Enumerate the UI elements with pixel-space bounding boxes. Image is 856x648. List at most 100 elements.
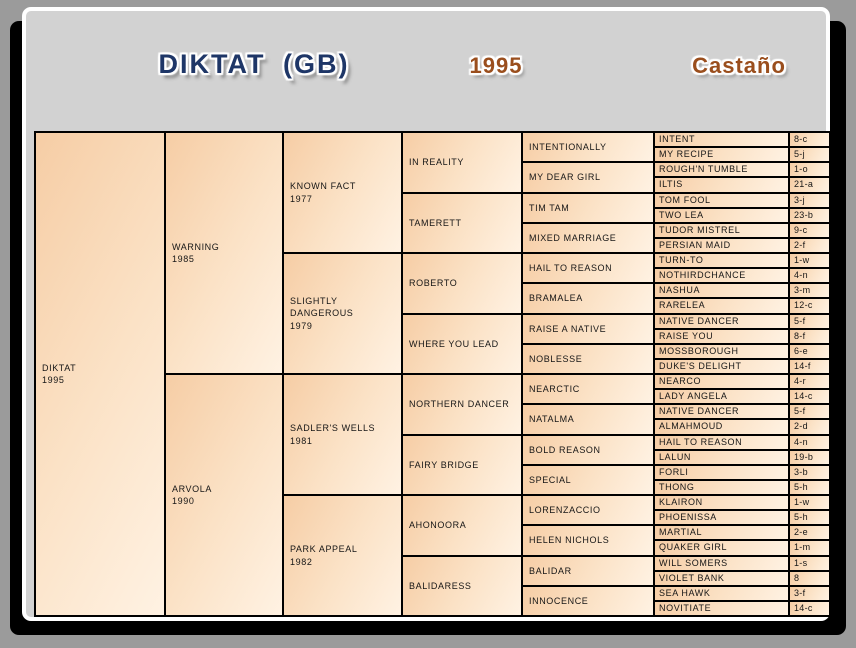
pedigree-cell: WHERE YOU LEAD: [403, 314, 521, 373]
family-number-cell: 5-j: [790, 148, 829, 162]
family-number-cell: 14-f: [790, 359, 829, 373]
ancestor-name-cell: PHOENISSA: [655, 511, 788, 525]
horse-year: 1990: [172, 496, 195, 506]
family-number-cell: 3-f: [790, 586, 829, 600]
family-number-cell: 1-o: [790, 163, 829, 177]
ancestor-name-cell: MARTIAL: [655, 526, 788, 540]
family-number-cell: 3-j: [790, 193, 829, 207]
family-number-cell: 23-b: [790, 208, 829, 222]
ancestor-name-cell: NATIVE DANCER: [655, 314, 788, 328]
pedigree-cell: KNOWN FACT 1977: [284, 133, 401, 252]
horse-year: 1979: [290, 320, 313, 331]
header: DIKTAT (GB) 1995 Castaño: [26, 11, 826, 124]
family-number-cell: 3-m: [790, 284, 829, 298]
horse-year: 1995: [42, 375, 65, 385]
generation-column-6: INTENT MY RECIPE ROUGH'N TUMBLE ILTIS TO…: [655, 133, 788, 615]
pedigree-cell: ROBERTO: [403, 254, 521, 313]
family-number-cell: 5-f: [790, 405, 829, 419]
generation-column-1: DIKTAT 1995: [36, 133, 164, 615]
header-coat-color: Castaño: [692, 53, 786, 78]
ancestor-name-cell: FORLI: [655, 465, 788, 479]
ancestor-name-cell: PERSIAN MAID: [655, 238, 788, 252]
pedigree-cell: DIKTAT 1995: [36, 133, 164, 615]
ancestor-name-cell: VIOLET BANK: [655, 571, 788, 585]
horse-year: 1977: [290, 193, 313, 204]
family-number-cell: 4-n: [790, 269, 829, 283]
ancestor-name-cell: NEARCO: [655, 375, 788, 389]
family-number-cell: 8-c: [790, 133, 829, 147]
pedigree-cell: INNOCENCE: [523, 586, 653, 615]
family-number-cell: 2-f: [790, 238, 829, 252]
pedigree-cell: NATALMA: [523, 405, 653, 434]
ancestor-name-cell: MY RECIPE: [655, 148, 788, 162]
family-number-cell: 19-b: [790, 450, 829, 464]
family-number-cell: 9-c: [790, 223, 829, 237]
generation-column-2: WARNING 1985 ARVOLA 1990: [166, 133, 282, 615]
ancestor-name-cell: HAIL TO REASON: [655, 435, 788, 449]
family-number-cell: 21-a: [790, 178, 829, 192]
family-number-column: 8-c 5-j 1-o 21-a 3-j 23-b 9-c 2-f 1-w 4-…: [790, 133, 829, 615]
family-number-cell: 2-d: [790, 420, 829, 434]
pedigree-cell: NORTHERN DANCER: [403, 375, 521, 434]
pedigree-cell: TAMERETT: [403, 193, 521, 252]
ancestor-name-cell: NASHUA: [655, 284, 788, 298]
family-number-cell: 6-e: [790, 344, 829, 358]
pedigree-cell: NOBLESSE: [523, 344, 653, 373]
ancestor-name-cell: SEA HAWK: [655, 586, 788, 600]
pedigree-cell: FAIRY BRIDGE: [403, 435, 521, 494]
ancestor-name-cell: ROUGH'N TUMBLE: [655, 163, 788, 177]
pedigree-cell: WARNING 1985: [166, 133, 282, 373]
pedigree-cell: AHONOORA: [403, 496, 521, 555]
ancestor-name-cell: INTENT: [655, 133, 788, 147]
generation-column-5: INTENTIONALLY MY DEAR GIRL TIM TAM MIXED…: [523, 133, 653, 615]
ancestor-name-cell: NATIVE DANCER: [655, 405, 788, 419]
horse-name: SADLER'S WELLS: [290, 423, 376, 434]
horse-name: ARVOLA: [172, 483, 212, 494]
ancestor-name-cell: TUDOR MISTREL: [655, 223, 788, 237]
pedigree-cell: BRAMALEA: [523, 284, 653, 313]
generation-column-4: IN REALITY TAMERETT ROBERTO WHERE YOU LE…: [403, 133, 521, 615]
family-number-cell: 5-h: [790, 511, 829, 525]
family-number-cell: 8: [790, 571, 829, 585]
pedigree-cell: SLIGHTLY DANGEROUS 1979: [284, 254, 401, 373]
ancestor-name-cell: RAISE YOU: [655, 329, 788, 343]
ancestor-name-cell: RARELEA: [655, 299, 788, 313]
family-number-cell: 4-n: [790, 435, 829, 449]
pedigree-cell: MIXED MARRIAGE: [523, 223, 653, 252]
horse-name: WARNING: [172, 241, 220, 252]
ancestor-name-cell: LADY ANGELA: [655, 390, 788, 404]
horse-year: 1982: [290, 556, 313, 567]
header-year: 1995: [469, 53, 523, 78]
family-number-cell: 3-b: [790, 465, 829, 479]
family-number-cell: 14-c: [790, 390, 829, 404]
horse-name: KNOWN FACT: [290, 181, 356, 192]
ancestor-name-cell: THONG: [655, 480, 788, 494]
ancestor-name-cell: ALMAHMOUD: [655, 420, 788, 434]
family-number-cell: 2-e: [790, 526, 829, 540]
ancestor-name-cell: WILL SOMERS: [655, 556, 788, 570]
family-number-cell: 4-r: [790, 375, 829, 389]
pedigree-cell: MY DEAR GIRL: [523, 163, 653, 192]
pedigree-cell: NEARCTIC: [523, 375, 653, 404]
generation-column-3: KNOWN FACT 1977 SLIGHTLY DANGEROUS 1979 …: [284, 133, 401, 615]
ancestor-name-cell: KLAIRON: [655, 496, 788, 510]
ancestor-name-cell: NOTHIRDCHANCE: [655, 269, 788, 283]
pedigree-cell: BOLD REASON: [523, 435, 653, 464]
horse-name: PARK APPEAL: [290, 544, 358, 555]
family-number-cell: 14-c: [790, 601, 829, 615]
ancestor-name-cell: ILTIS: [655, 178, 788, 192]
pedigree-cell: INTENTIONALLY: [523, 133, 653, 162]
family-number-cell: 1-w: [790, 254, 829, 268]
ancestor-name-cell: LALUN: [655, 450, 788, 464]
pedigree-cell: HAIL TO REASON: [523, 254, 653, 283]
horse-year: 1985: [172, 254, 195, 264]
ancestor-name-cell: QUAKER GIRL: [655, 541, 788, 555]
slide-panel: DIKTAT (GB) 1995 Castaño DIKTAT 1995 WAR…: [22, 7, 831, 621]
page-title: DIKTAT (GB): [158, 49, 350, 79]
pedigree-cell: RAISE A NATIVE: [523, 314, 653, 343]
ancestor-name-cell: MOSSBOROUGH: [655, 344, 788, 358]
pedigree-cell: IN REALITY: [403, 133, 521, 192]
pedigree-cell: SADLER'S WELLS 1981: [284, 375, 401, 494]
pedigree-cell: LORENZACCIO: [523, 496, 653, 525]
ancestor-name-cell: DUKE'S DELIGHT: [655, 359, 788, 373]
